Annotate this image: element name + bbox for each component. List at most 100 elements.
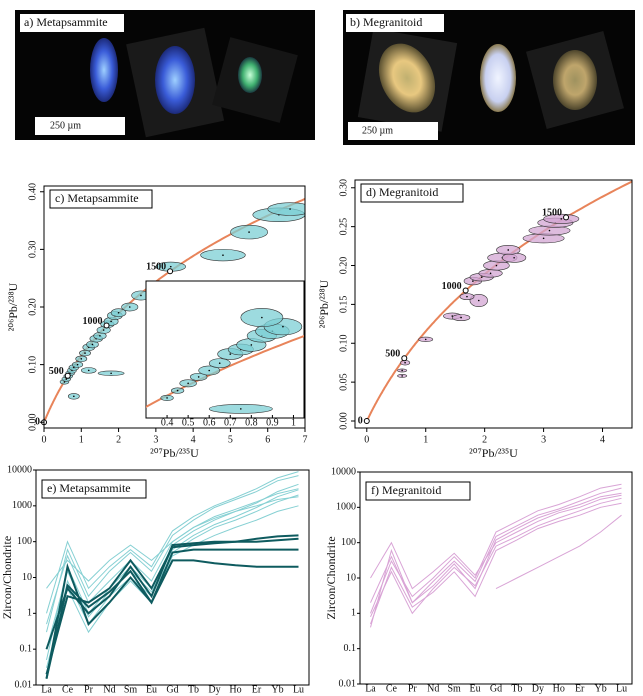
x-tick-label: Tb: [511, 683, 522, 694]
ellipse-center: [110, 372, 112, 375]
ellipse-center: [91, 343, 94, 346]
y-tick-label: 1000: [12, 500, 32, 511]
scale-label: 250 µm: [362, 125, 393, 136]
y-tick-label: 0.01: [15, 679, 33, 690]
zircon-grain: [553, 50, 597, 110]
ellipse-center: [460, 316, 462, 319]
series-line: [46, 494, 299, 675]
x-tick-label: La: [41, 684, 52, 695]
ellipse-center: [208, 369, 210, 372]
series-line: [46, 475, 299, 633]
ellipse-center: [261, 316, 263, 319]
age-label: 1500: [542, 208, 562, 219]
zircon-grain: [155, 46, 195, 114]
ellipse-center: [117, 311, 120, 314]
x-tick-label: 5: [228, 434, 233, 445]
age-marker: [363, 418, 370, 425]
ellipse-center: [424, 338, 427, 341]
x-tick-label: Pr: [84, 684, 94, 695]
age-label: 500: [385, 349, 400, 360]
plot: La Ce Pr Nd Sm Eu Gd Tb Dy Ho Er Yb Lu 0.01 0.1 1 10 100 1…: [324, 466, 633, 694]
panel-label: b) Megranitoid: [350, 15, 422, 29]
x-tick-label: Er: [252, 684, 262, 695]
ellipse-center: [548, 229, 551, 232]
panel-label: d) Megranitoid: [366, 185, 438, 199]
x-tick-label: Pr: [408, 683, 418, 694]
ellipse-center: [80, 358, 83, 360]
y-tick-label: 10000: [331, 466, 356, 477]
y-tick-label: 10: [22, 572, 32, 583]
ellipse-center: [187, 382, 189, 385]
age-marker: [64, 372, 71, 379]
series-line: [45, 548, 299, 679]
age-label: 1000: [83, 316, 103, 327]
age-marker: [462, 287, 469, 294]
x-tick-label: Sm: [447, 683, 461, 694]
age-marker: [167, 268, 174, 275]
ellipse-center: [176, 389, 179, 392]
x-tick-label: 7: [303, 434, 308, 445]
x-tick-label: Ho: [229, 684, 241, 695]
inset-area: [146, 308, 304, 414]
error-ellipse: [267, 202, 305, 216]
series-line: [370, 483, 622, 614]
age-label: 1500: [146, 262, 166, 273]
x-tick-label: 0: [42, 434, 47, 445]
age-marker: [401, 355, 408, 362]
y-tick-label: 0.05: [338, 373, 349, 391]
label-box: [360, 183, 464, 203]
x-tick-label: Lu: [293, 684, 304, 695]
x-tick-label: 6: [265, 434, 270, 445]
ellipse-center: [472, 280, 474, 282]
ellipse-center: [87, 369, 90, 372]
series-line: [46, 483, 299, 661]
ellipse-center: [240, 408, 242, 410]
x-tick-label: Er: [575, 683, 585, 694]
x-tick-label: Ce: [62, 684, 74, 695]
x-tick-label: Tb: [188, 684, 199, 695]
series-line: [370, 492, 622, 604]
x-tick-label: Lu: [616, 683, 627, 694]
zircon-grain: [480, 44, 516, 112]
photo-b: b) Megranitoid 250 µm: [343, 10, 635, 145]
y-tick-label: 1000: [336, 502, 356, 513]
scale-box: [348, 122, 438, 140]
plot-area: [365, 180, 632, 422]
x-tick-label: Dy: [208, 684, 220, 695]
ellipse-center: [404, 361, 406, 364]
ellipse-center: [76, 363, 79, 366]
zircon-grain: [238, 57, 262, 93]
series-line: [46, 471, 299, 614]
x-tick-label: Yb: [594, 683, 606, 694]
y-tick-label: 1: [27, 608, 32, 619]
ellipse-center: [401, 375, 403, 377]
age-label: 0: [358, 415, 363, 426]
x-tick-label: 1: [423, 434, 428, 445]
label-box: [41, 479, 147, 499]
series-line: [45, 537, 299, 650]
ellipse-center: [140, 294, 142, 297]
y-tick-label: 0.40: [27, 183, 38, 201]
ellipse-center: [248, 231, 250, 233]
concordia-curve: [365, 180, 632, 422]
ellipse-center: [401, 369, 403, 372]
y-tick-label: 0.25: [338, 218, 349, 236]
series-line: [46, 489, 299, 650]
y-tick-label: 1: [351, 608, 356, 619]
x-tick-label: 3: [541, 434, 546, 445]
inset-tick-label: 0.4: [161, 417, 174, 428]
x-tick-label: Nd: [427, 683, 439, 694]
ellipse-center: [128, 306, 131, 308]
x-tick-label: 4: [191, 434, 196, 445]
y-tick-label: 0.00: [27, 413, 38, 431]
x-tick-label: 2: [482, 434, 487, 445]
label-box: [49, 189, 153, 209]
ellipse-center: [495, 264, 498, 267]
ellipse-center: [102, 329, 105, 331]
x-tick-label: Ce: [386, 683, 398, 694]
series-line: [45, 534, 299, 675]
inset-tick-label: 0.7: [224, 417, 237, 428]
ellipse-center: [282, 325, 284, 328]
age-label: 0: [35, 417, 40, 428]
